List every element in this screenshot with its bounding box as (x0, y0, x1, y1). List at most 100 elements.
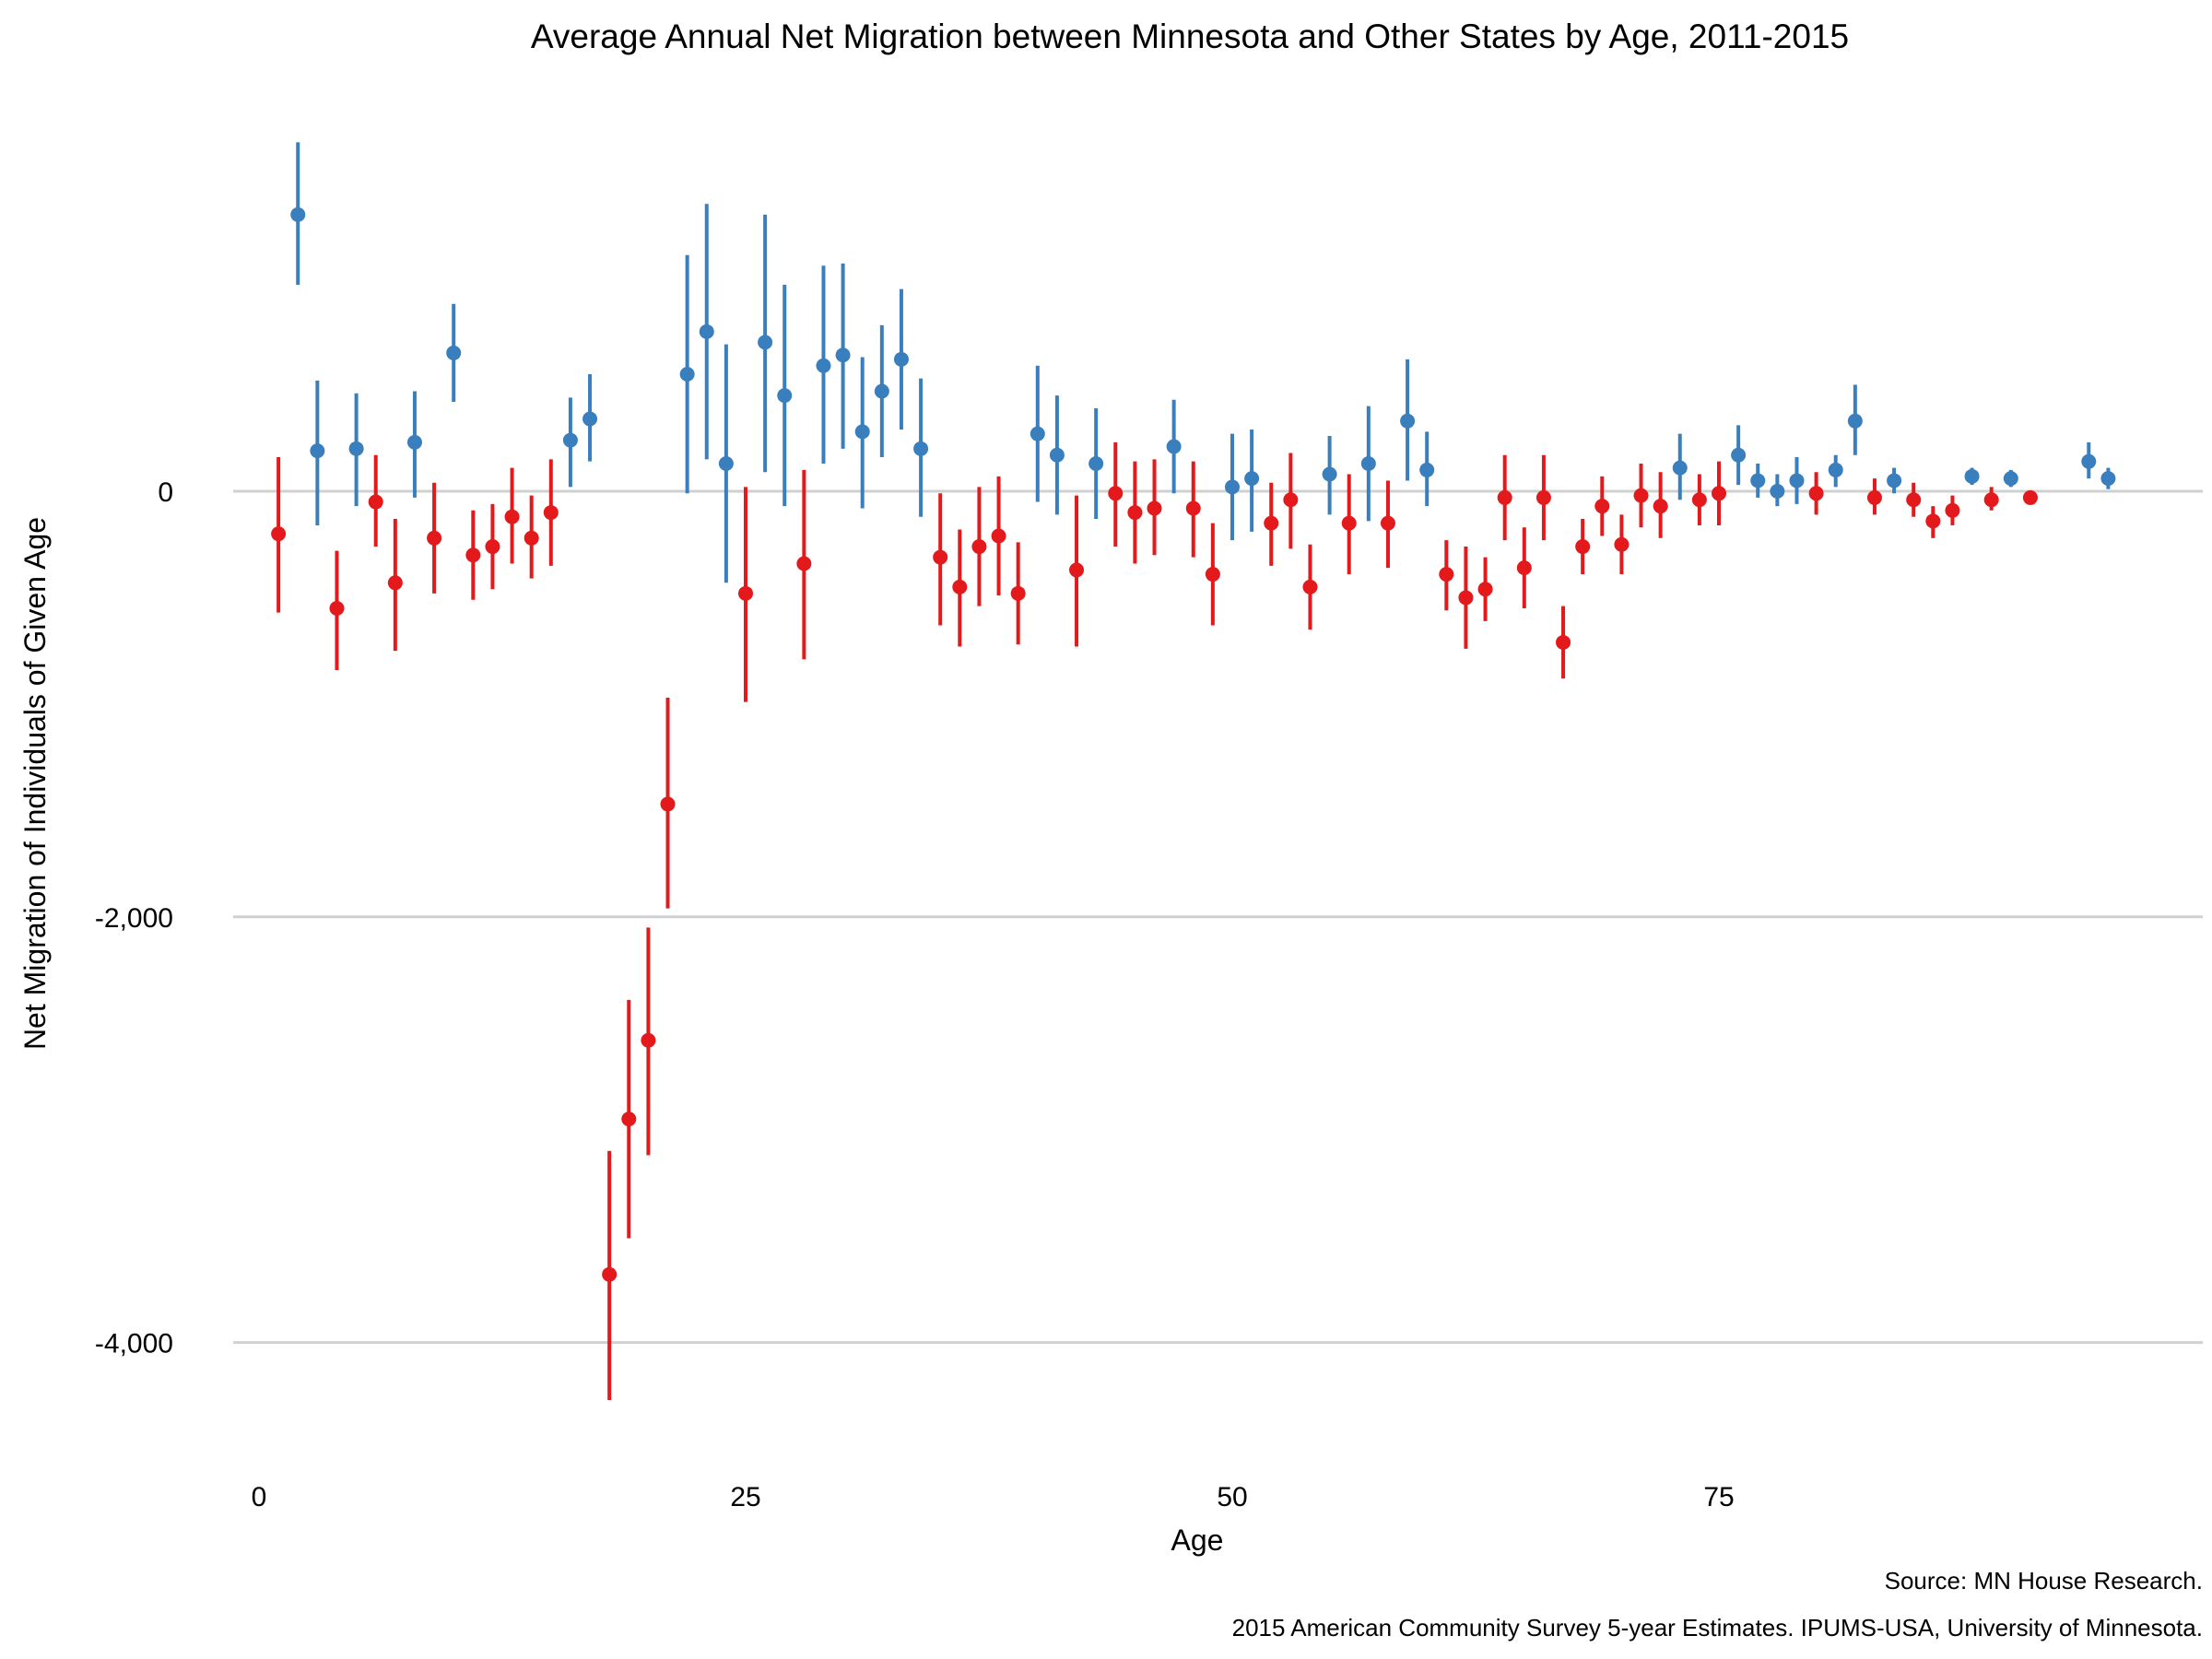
data-point (835, 347, 851, 363)
data-point (874, 383, 889, 399)
data-point (1731, 447, 1747, 463)
data-point (1653, 499, 1668, 514)
data-point (1770, 484, 1785, 499)
data-point (933, 549, 948, 565)
data-point (971, 539, 987, 555)
data-point (1264, 515, 1279, 531)
x-axis-tick-labels: 0 25 50 75 (252, 1482, 1735, 1512)
chart-title: Average Annual Net Migration between Min… (531, 18, 1849, 55)
data-point (854, 424, 870, 440)
data-point (1419, 462, 1435, 477)
data-point (1439, 567, 1454, 582)
data-point (991, 528, 1006, 544)
data-point (893, 351, 909, 367)
data-point (1166, 439, 1182, 454)
data-point (602, 1266, 618, 1282)
data-point (1030, 426, 1045, 441)
data-point (952, 579, 968, 594)
data-point (368, 494, 383, 510)
data-point (1380, 515, 1395, 531)
x-tick-label: 25 (730, 1482, 760, 1512)
x-tick-label: 0 (252, 1482, 267, 1512)
data-point (2081, 453, 2097, 469)
x-axis-title: Age (1171, 1524, 1224, 1557)
data-point (406, 434, 422, 450)
data-point (310, 443, 325, 459)
data-point (1828, 462, 1843, 477)
data-point (582, 411, 598, 427)
data-point (1147, 500, 1162, 516)
x-tick-label: 50 (1217, 1482, 1247, 1512)
data-point (271, 526, 287, 542)
data-point (524, 530, 539, 546)
data-point (1108, 486, 1124, 501)
data-point (1458, 590, 1474, 606)
data-point (913, 441, 929, 456)
data-point (2022, 489, 2038, 505)
data-point (1633, 488, 1649, 503)
gridlines (233, 489, 2203, 1345)
data-point (1497, 489, 1512, 505)
data-point (1069, 562, 1085, 578)
data-point (1322, 466, 1337, 482)
data-point (1614, 536, 1630, 552)
data-point (1516, 560, 1532, 576)
data-point (1244, 471, 1260, 487)
data-point (1088, 455, 1104, 471)
data-point (1477, 582, 1493, 597)
data-point (2003, 471, 2018, 487)
data-point (387, 575, 403, 591)
data-point (1360, 455, 1376, 471)
source-caption: Source: MN House Research. (1885, 1567, 2203, 1594)
data-point (1964, 468, 1980, 484)
data-point (1808, 486, 1824, 501)
x-tick-label: 75 (1703, 1482, 1734, 1512)
data-point (679, 367, 695, 382)
y-tick-label: -2,000 (95, 903, 173, 934)
data-point (1535, 489, 1551, 505)
data-point (1887, 473, 1902, 488)
data-point (1400, 413, 1416, 429)
data-point (1925, 513, 1941, 529)
data-point (465, 547, 481, 563)
y-tick-label: 0 (158, 477, 173, 508)
data-point (1712, 486, 1726, 501)
data-point (699, 324, 714, 339)
data-point (1185, 500, 1201, 516)
data-point (660, 796, 676, 812)
data-caption: 2015 American Community Survey 5-year Es… (1232, 1614, 2203, 1641)
data-point (1866, 489, 1882, 505)
data-point (1906, 492, 1922, 508)
data-point (446, 345, 462, 360)
data-point (1672, 460, 1688, 476)
data-point (1205, 567, 1220, 582)
data-point (1127, 505, 1143, 521)
data-point (1983, 492, 1999, 508)
data-point (1010, 585, 1026, 601)
data-point (290, 206, 306, 222)
data-point (1341, 515, 1357, 531)
data-point (2100, 471, 2116, 487)
data-point (1594, 499, 1610, 514)
data-point (1691, 492, 1707, 508)
data-point (348, 441, 364, 456)
data-point (796, 556, 812, 571)
data-point (562, 432, 578, 448)
data-point (1750, 473, 1766, 488)
data-point (485, 539, 500, 555)
data-point (427, 530, 442, 546)
data-point (1302, 579, 1318, 594)
data-point (1049, 447, 1065, 463)
data-point (1945, 502, 1960, 518)
data-point (543, 505, 559, 521)
y-axis-title: Net Migration of Individuals of Given Ag… (18, 517, 52, 1050)
data-point (641, 1032, 656, 1048)
y-axis-tick-labels: 0 -2,000 -4,000 (95, 477, 173, 1359)
data-point (758, 335, 773, 350)
error-bars (276, 142, 2111, 1400)
data-point (738, 585, 753, 601)
data-point (816, 358, 831, 373)
y-tick-label: -4,000 (95, 1329, 173, 1359)
data-point (1556, 634, 1571, 650)
